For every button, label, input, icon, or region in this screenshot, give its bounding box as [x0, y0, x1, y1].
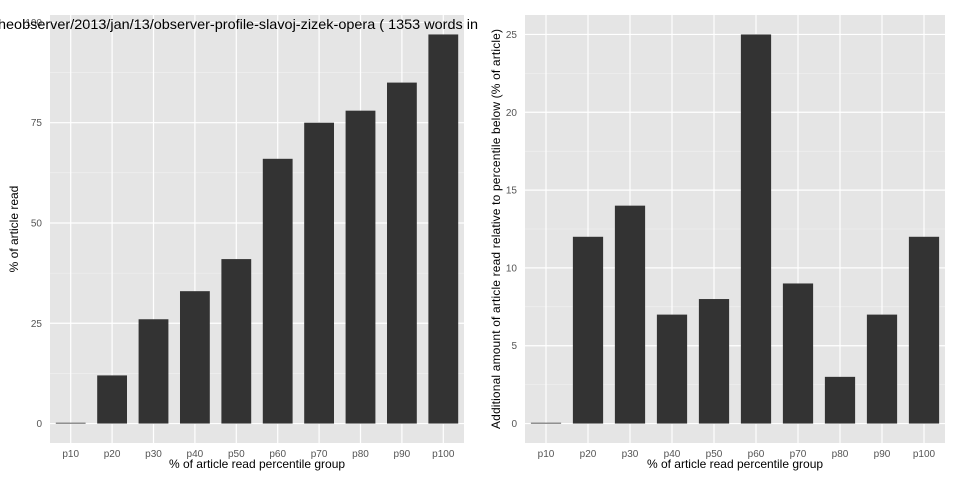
- right-bar-p20: [572, 236, 604, 424]
- right-x-tick-label: p90: [874, 449, 891, 460]
- right-bar-p90: [866, 314, 898, 424]
- left-y-tick-label: 75: [31, 118, 43, 129]
- left-y-tick-label: 100: [25, 18, 42, 29]
- left-x-tick-label: p20: [104, 449, 121, 460]
- left-bar-p10: [55, 422, 86, 424]
- left-x-tick-label: p40: [187, 449, 204, 460]
- right-x-tick-label: p50: [706, 449, 723, 460]
- right-bar-p100: [908, 236, 940, 424]
- left-x-tick-label: p100: [432, 449, 455, 460]
- left-x-axis-title: % of article read percentile group: [169, 457, 345, 471]
- left-x-tick-label: p10: [62, 449, 79, 460]
- right-x-tick-label: p80: [832, 449, 849, 460]
- left-bar-p40: [179, 291, 210, 424]
- right-y-tick-label: 25: [506, 30, 518, 41]
- left-x-tick-label: p60: [269, 449, 286, 460]
- right-bar-p80: [824, 376, 856, 424]
- right-bar-p40: [656, 314, 688, 424]
- left-x-tick-label: p30: [145, 449, 162, 460]
- left-bar-p70: [304, 122, 335, 424]
- left-y-tick-label: 50: [31, 218, 43, 229]
- left-bar-p20: [97, 375, 128, 424]
- left-bar-p80: [345, 110, 376, 424]
- left-x-tick-label: p90: [394, 449, 411, 460]
- left-bar-p60: [262, 158, 293, 424]
- left-x-tick-label: p70: [311, 449, 328, 460]
- left-x-tick-label: p50: [228, 449, 245, 460]
- left-bar-p100: [428, 34, 459, 424]
- right-x-tick-label: p20: [580, 449, 597, 460]
- left-y-axis-title: % of article read: [7, 186, 21, 273]
- right-y-tick-label: 20: [506, 108, 518, 119]
- right-x-tick-label: p100: [913, 449, 936, 460]
- left-x-tick-label: p80: [352, 449, 369, 460]
- right-y-tick-label: 10: [506, 263, 518, 274]
- left-bar-p50: [221, 259, 252, 424]
- left-y-tick-label: 0: [36, 419, 42, 430]
- chart-left: 0 25 50 75 100 p10 p20 p30 p40 p50 p60 p70 p80 p90 p10…: [0, 15, 478, 471]
- right-bar-p70: [782, 283, 814, 424]
- right-bar-p30: [614, 205, 646, 424]
- right-bar-p60: [740, 34, 772, 424]
- right-bar-p50: [698, 299, 730, 424]
- right-x-tick-label: p70: [790, 449, 807, 460]
- right-y-axis-title: Additional amount of article read relati…: [489, 29, 503, 429]
- chart-right: 0 5 10 15 20 25 p10 p20 p30 p40 p50 p60 p70 p80 p90 p10…: [489, 15, 945, 471]
- right-y-tick-label: 0: [511, 419, 517, 430]
- right-x-tick-label: p10: [538, 449, 555, 460]
- right-y-tick-label: 15: [506, 186, 518, 197]
- left-y-tick-label: 25: [31, 319, 43, 330]
- left-bar-p90: [386, 82, 417, 424]
- right-bar-p10: [530, 422, 562, 424]
- right-x-axis-title: % of article read percentile group: [647, 457, 823, 471]
- right-x-tick-label: p30: [622, 449, 639, 460]
- right-x-tick-label: p40: [664, 449, 681, 460]
- left-bar-p30: [138, 319, 169, 424]
- left-chart-title: heobserver/2013/jan/13/observer-profile-…: [0, 16, 478, 32]
- right-y-tick-label: 5: [511, 341, 517, 352]
- right-x-tick-label: p60: [748, 449, 765, 460]
